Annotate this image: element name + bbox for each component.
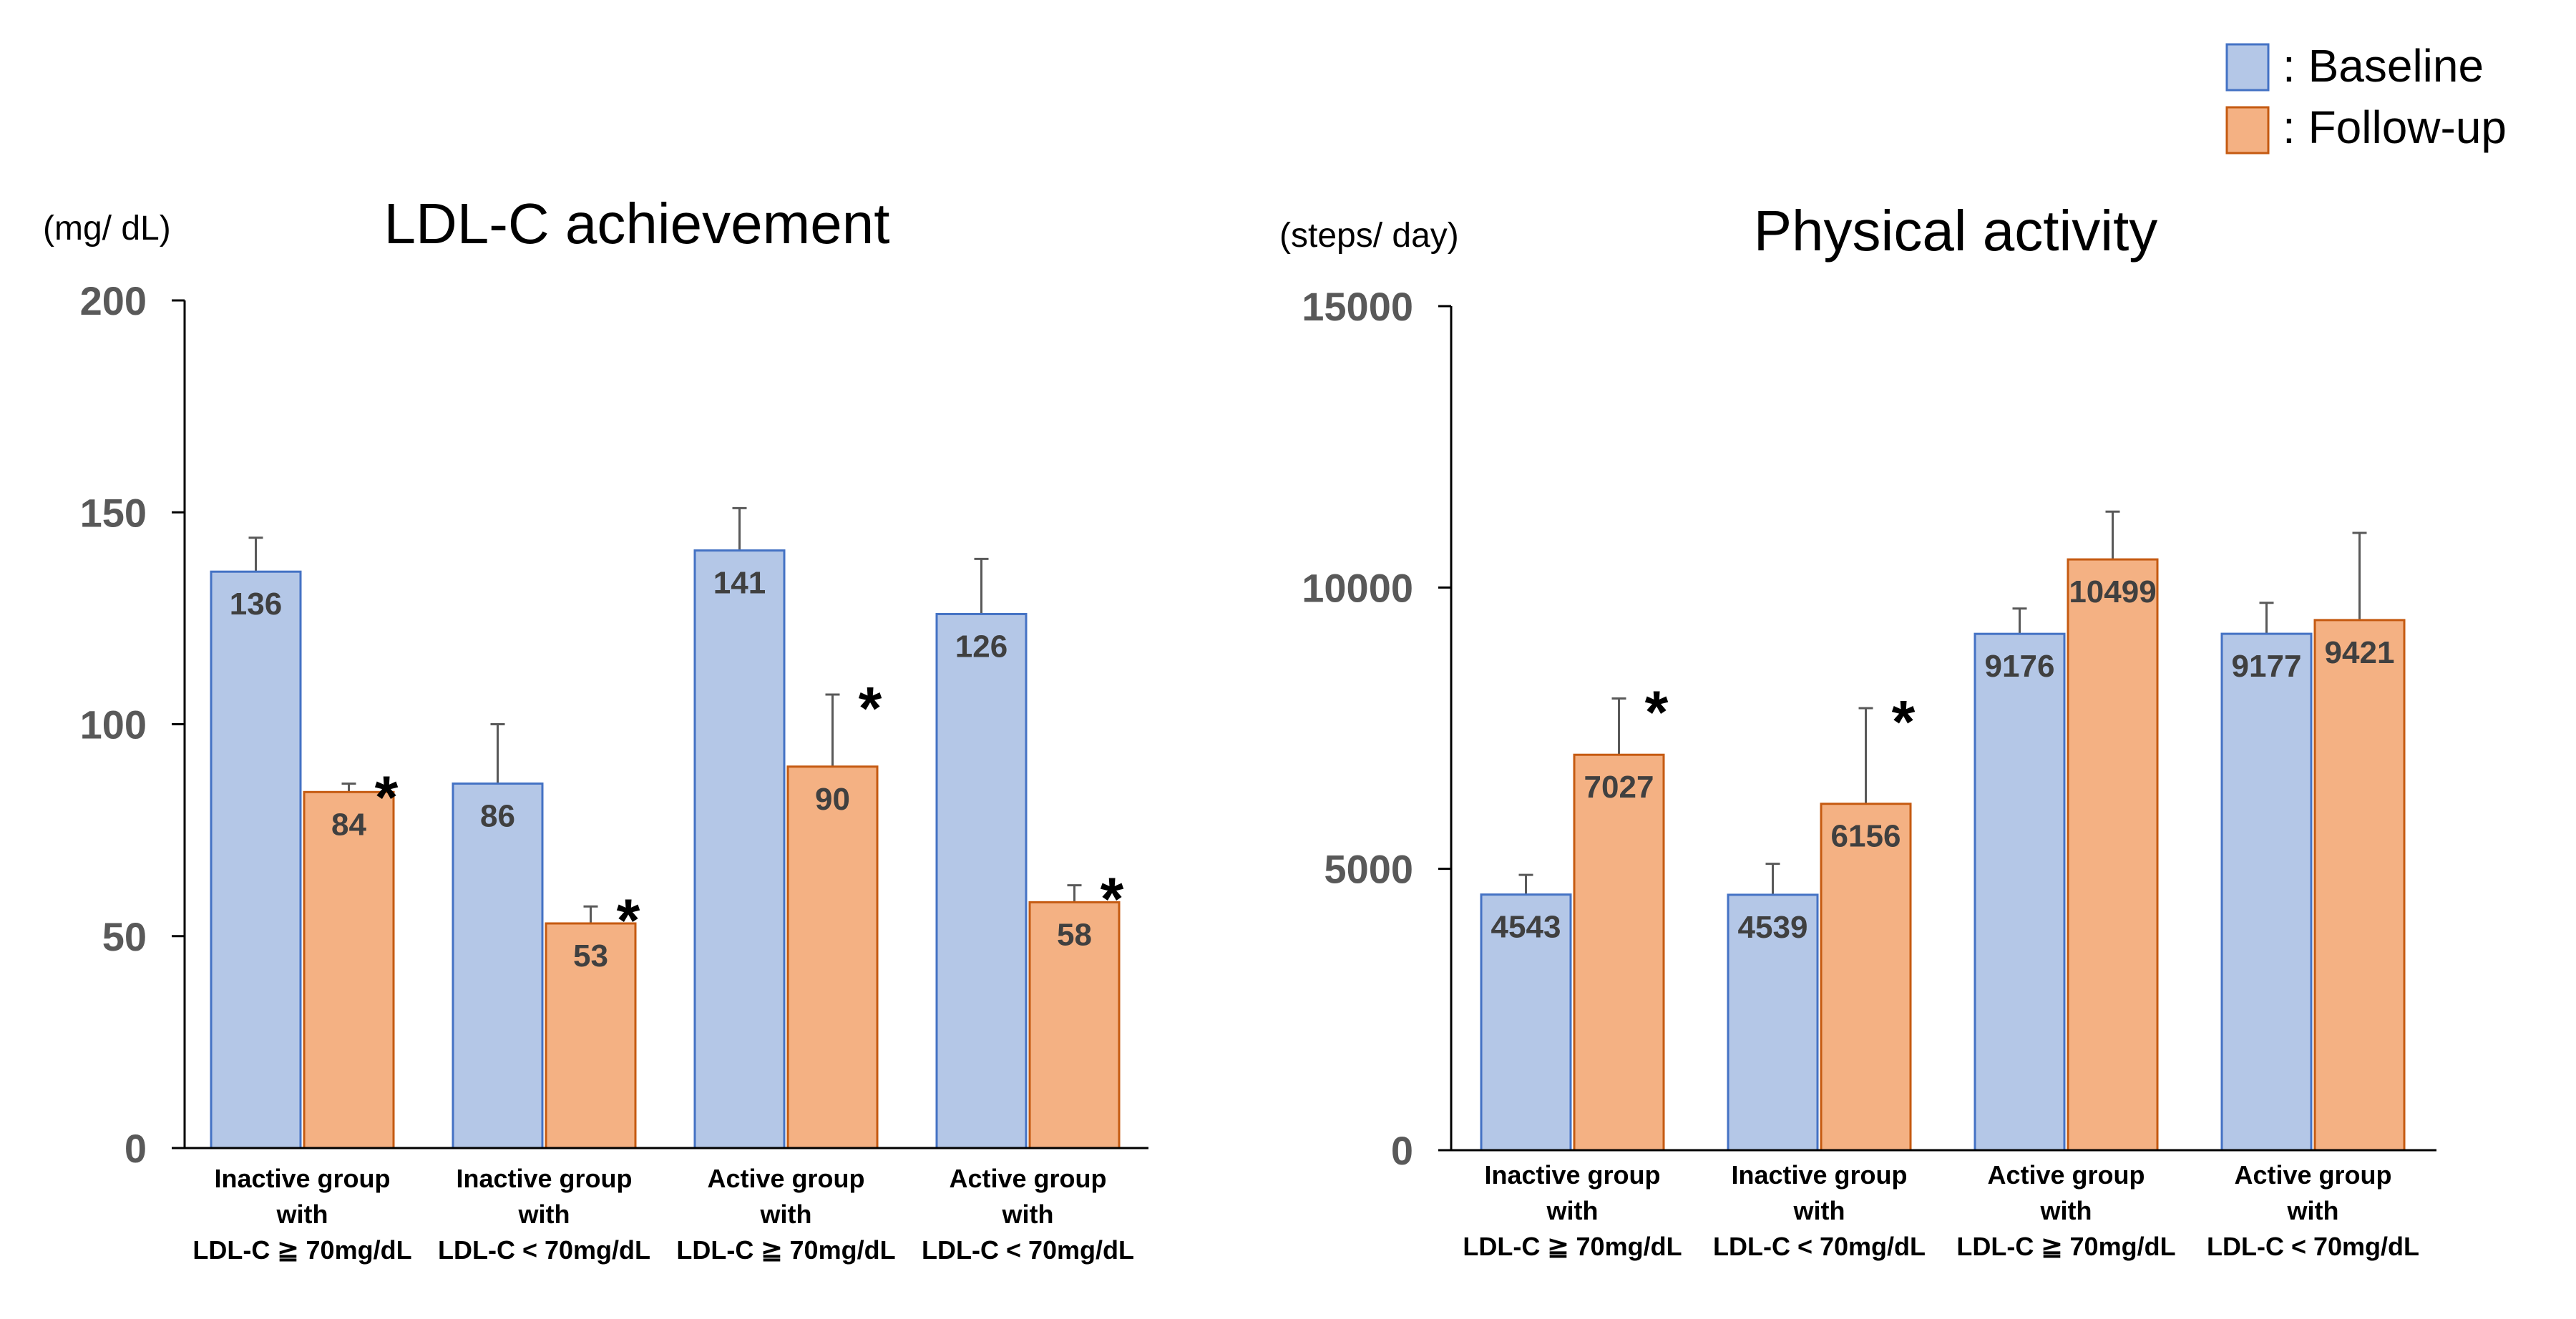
activity-chart-title: Physical activity — [1754, 199, 2158, 263]
activity-ytick-label: 5000 — [1324, 847, 1413, 892]
ldl-bar-value-label: 90 — [815, 782, 850, 817]
ldl-category-label: Inactive group — [456, 1164, 632, 1193]
activity-category-label: Active group — [1987, 1160, 2145, 1190]
ldl-ytick-label: 50 — [102, 914, 147, 959]
activity-ytick-label: 10000 — [1302, 565, 1413, 610]
ldl-bar-value-label: 84 — [331, 807, 366, 842]
legend-label-baseline: : Baseline — [2283, 40, 2484, 92]
ldl-bar-value-label: 86 — [480, 798, 515, 833]
ldl-bar-value-label: 126 — [955, 629, 1008, 664]
activity-bar-followup — [1820, 803, 1912, 1152]
activity-bar-followup — [2067, 558, 2159, 1152]
activity-category-label: Inactive group — [1731, 1160, 1907, 1190]
activity-category-label: with — [1546, 1196, 1599, 1225]
ldl-significance-star: * — [859, 675, 882, 742]
legend-label-followup: : Follow-up — [2283, 102, 2507, 153]
ldl-category-label: with — [276, 1200, 328, 1229]
ldl-category-label: Active group — [707, 1164, 864, 1193]
ldl-category-label: Active group — [949, 1164, 1106, 1193]
activity-chart-unit-label: (steps/ day) — [1279, 217, 1459, 255]
activity-bar-value-label: 9176 — [1985, 649, 2055, 684]
activity-bar-value-label: 6156 — [1831, 819, 1901, 854]
legend-swatch-followup — [2225, 106, 2270, 155]
activity-bar-value-label: 9421 — [2325, 635, 2395, 670]
activity-category-label: with — [1793, 1196, 1845, 1225]
legend-swatch-baseline — [2225, 43, 2270, 92]
ldl-significance-star: * — [375, 763, 399, 830]
ldl-bar-value-label: 136 — [230, 587, 282, 622]
legend: : Baseline : Follow-up — [2225, 40, 2507, 155]
activity-significance-star: * — [1892, 688, 1916, 755]
ldl-bar-followup — [786, 765, 879, 1149]
ldl-category-label: Inactive group — [214, 1164, 390, 1193]
ldl-category-label: LDL-C ≧ 70mg/dL — [676, 1235, 895, 1265]
activity-bar-baseline — [1480, 893, 1572, 1152]
ldl-significance-star: * — [617, 886, 640, 953]
activity-category-label: LDL-C < 70mg/dL — [2207, 1232, 2419, 1261]
ldl-significance-star: * — [1101, 866, 1124, 933]
ldl-bar-value-label: 58 — [1057, 917, 1092, 952]
activity-bar-value-label: 7027 — [1584, 770, 1654, 805]
ldl-bar-value-label: 141 — [713, 566, 766, 601]
activity-category-label: with — [2040, 1196, 2092, 1225]
ldl-category-label: LDL-C < 70mg/dL — [438, 1235, 650, 1265]
activity-bar-baseline — [1727, 893, 1819, 1152]
ldl-chart-title: LDL-C achievement — [384, 192, 890, 255]
ldl-bar-baseline — [452, 782, 544, 1149]
activity-category-label: with — [2287, 1196, 2339, 1225]
activity-bar-baseline — [1974, 632, 2066, 1152]
activity-significance-star: * — [1645, 679, 1669, 746]
ldl-ytick-label: 200 — [80, 278, 147, 323]
activity-bar-value-label: 4543 — [1491, 910, 1561, 945]
activity-bar-baseline — [2220, 632, 2313, 1152]
activity-bar-followup — [2313, 619, 2406, 1152]
ldl-category-label: LDL-C ≧ 70mg/dL — [192, 1235, 411, 1265]
activity-bar-followup — [1573, 753, 1665, 1152]
activity-bar-value-label: 10499 — [2069, 574, 2156, 609]
ldl-bar-followup — [545, 922, 637, 1149]
ldl-bar-followup — [303, 790, 395, 1149]
ldl-category-label: with — [760, 1200, 812, 1229]
ldl-category-label: with — [1002, 1200, 1054, 1229]
activity-bar-value-label: 9177 — [2232, 649, 2302, 684]
ldl-category-label: LDL-C < 70mg/dL — [922, 1235, 1134, 1265]
ldl-bar-followup — [1028, 901, 1121, 1149]
activity-category-label: LDL-C ≧ 70mg/dL — [1956, 1232, 2175, 1261]
ldl-chart: LDL-C achievement (mg/ dL) 050100150200 … — [43, 192, 1148, 1265]
activity-category-label: Inactive group — [1484, 1160, 1660, 1190]
ldl-bar-baseline — [935, 612, 1028, 1149]
ldl-chart-unit-label: (mg/ dL) — [43, 210, 171, 247]
activity-bar-value-label: 4539 — [1738, 910, 1808, 945]
ldl-category-label: with — [518, 1200, 570, 1229]
ldl-bar-baseline — [693, 549, 786, 1149]
ldl-ytick-label: 150 — [80, 490, 147, 535]
activity-category-label: LDL-C ≧ 70mg/dL — [1463, 1232, 1682, 1261]
ldl-bar-value-label: 53 — [573, 938, 608, 974]
ldl-ytick-label: 100 — [80, 702, 147, 747]
ldl-ytick-label: 0 — [125, 1126, 147, 1171]
activity-ytick-label: 0 — [1391, 1128, 1413, 1173]
activity-category-label: Active group — [2234, 1160, 2391, 1190]
activity-category-label: LDL-C < 70mg/dL — [1713, 1232, 1926, 1261]
activity-chart: Physical activity (steps/ day) 0 5000 1000… — [1279, 199, 2436, 1261]
activity-ytick-label: 15000 — [1302, 284, 1413, 329]
ldl-bar-baseline — [210, 570, 302, 1149]
